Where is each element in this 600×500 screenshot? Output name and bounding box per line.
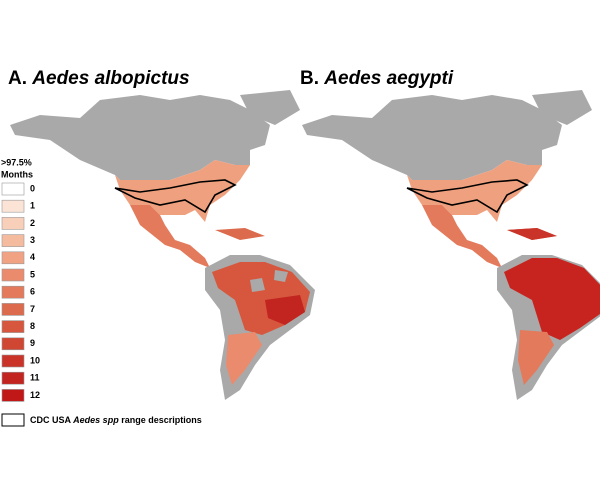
legend-label: 10 <box>30 355 40 365</box>
species-name: Aedes aegypti <box>323 68 454 89</box>
legend-swatch <box>1 251 25 265</box>
map-region <box>507 228 557 240</box>
legend-label: 8 <box>30 321 35 331</box>
legend-swatch <box>1 337 25 351</box>
legend-label: 9 <box>30 338 35 348</box>
legend-swatch <box>1 199 25 213</box>
map-region <box>250 270 288 292</box>
legend-label: 12 <box>30 390 40 400</box>
map-region <box>504 258 600 340</box>
legend-label: 4 <box>30 252 35 262</box>
legend-label: 3 <box>30 235 35 245</box>
panel-b: B. Aedes aegypti <box>300 68 600 400</box>
outline-key <box>1 413 25 427</box>
legend-swatch <box>1 303 25 316</box>
legend-swatch <box>1 389 25 402</box>
outline-text: CDC USA <box>30 415 73 425</box>
legend-swatch <box>1 268 25 282</box>
legend-swatch <box>1 217 25 230</box>
panel-title: A. Aedes albopictus <box>8 68 190 89</box>
map-region <box>265 295 305 325</box>
panel-a: A. Aedes albopictus <box>8 68 315 400</box>
legend-swatch <box>1 182 25 196</box>
panel-letter: A. <box>8 68 27 89</box>
legend-label: 7 <box>30 304 35 314</box>
legend-swatch <box>1 371 25 385</box>
legend-swatch <box>1 234 25 247</box>
panel-letter: B. <box>300 68 319 89</box>
legend-label: 1 <box>30 201 35 211</box>
range-outline <box>114 179 237 214</box>
legend-swatch <box>1 285 25 299</box>
legend-label: 11 <box>30 373 40 383</box>
range-outline <box>406 179 529 214</box>
legend-label: 0 <box>30 183 35 193</box>
legend-label: 2 <box>30 218 35 228</box>
map-region <box>226 332 262 385</box>
outline-text: range descriptions <box>119 415 202 425</box>
map <box>302 90 600 400</box>
map-region <box>518 330 554 385</box>
legend-swatch <box>1 320 25 333</box>
panel-title: B. Aedes aegypti <box>300 68 454 89</box>
legend-subtitle: Months <box>1 169 33 179</box>
legend-title: >97.5% <box>1 157 32 167</box>
species-name: Aedes albopictus <box>31 68 189 89</box>
outline-label: CDC USA Aedes spp range descriptions <box>30 415 202 425</box>
map <box>10 90 315 400</box>
legend-swatch <box>1 354 25 368</box>
legend-label: 5 <box>30 269 35 279</box>
legend: >97.5% Months CDC USA Aedes spp range de… <box>1 157 202 427</box>
legend-label: 6 <box>30 287 35 297</box>
outline-text: Aedes spp <box>72 415 119 425</box>
